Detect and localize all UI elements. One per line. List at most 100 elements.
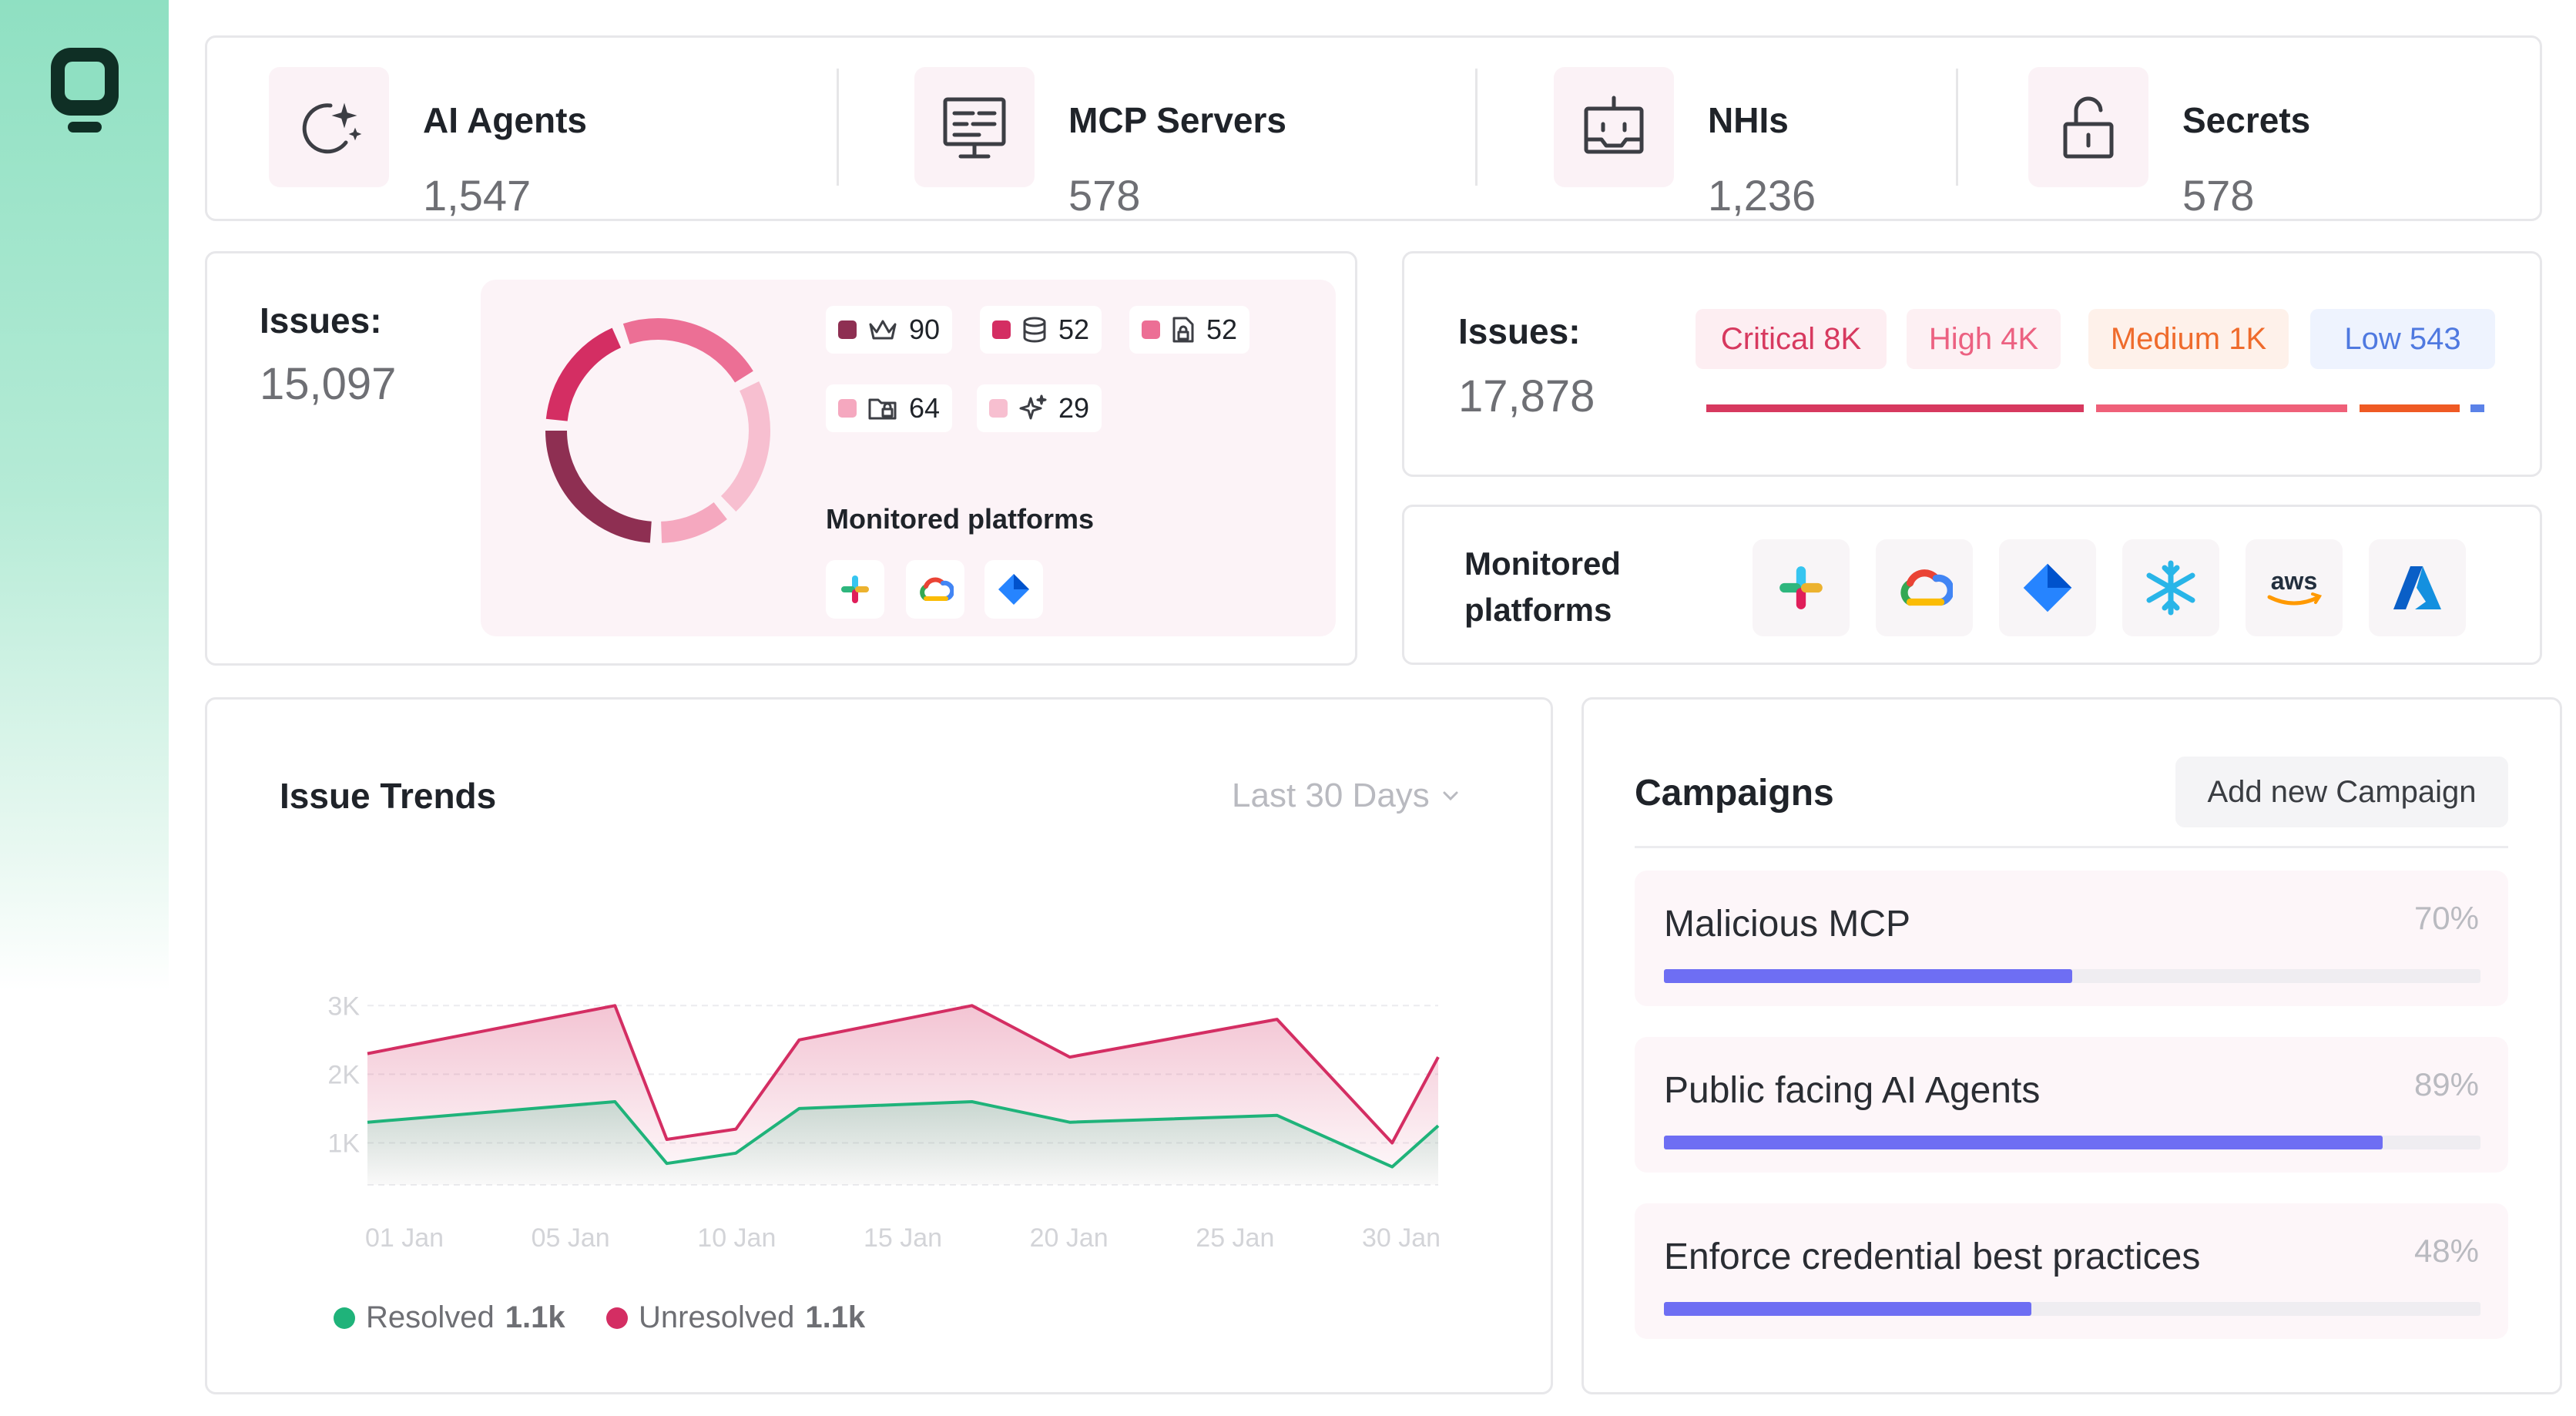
area-resolved (367, 1102, 1438, 1185)
aws-icon[interactable]: aws (2246, 539, 2343, 636)
stat-value: 1,547 (423, 171, 532, 220)
issues-label: Issues: (260, 300, 382, 341)
monitored-platforms-card: Monitored platforms aws (1402, 505, 2542, 665)
legend-dot-resolved (334, 1307, 355, 1329)
donut-segment-0[interactable] (545, 327, 622, 422)
issue-trends-card: Issue Trends Last 30 Days 3K 2K 1K 01 Jan 05… (205, 697, 1553, 1394)
issues-label: Issues: (1458, 311, 1581, 351)
stat-label: Secrets (2182, 100, 2311, 140)
issues-value: 17,878 (1458, 371, 1595, 421)
sidebar (0, 0, 169, 1416)
campaign-progress-track (1664, 969, 2480, 983)
issue-trends-title: Issue Trends (280, 776, 497, 816)
google-cloud-icon[interactable] (906, 560, 964, 619)
x-tick-label: 25 Jan (1196, 1223, 1274, 1253)
legend-chip[interactable]: 52 (1129, 306, 1250, 354)
severity-bar-high (2096, 404, 2347, 412)
robot-icon (1554, 67, 1674, 187)
legend-chip[interactable]: 52 (980, 306, 1102, 354)
x-tick-label: 01 Jan (365, 1223, 444, 1253)
donut-segment-1[interactable] (622, 318, 753, 383)
stat-label: NHIs (1708, 100, 1789, 140)
donut-segment-4[interactable] (545, 430, 652, 543)
add-campaign-button[interactable]: Add new Campaign (2175, 757, 2508, 827)
campaign-item[interactable]: Malicious MCP 70% (1635, 871, 2508, 1006)
legend-value: 90 (909, 314, 941, 345)
severity-bar-medium (2360, 404, 2460, 412)
legend-resolved[interactable]: Resolved 1.1k (334, 1300, 565, 1335)
sparkle-icon (1019, 394, 1047, 420)
divider (837, 69, 839, 186)
legend-swatch (838, 399, 857, 418)
legend-value: 1.1k (505, 1300, 565, 1334)
monitored-platforms-label: Monitored platforms (1464, 541, 1621, 633)
label-line: Monitored (1464, 545, 1621, 582)
x-tick-label: 30 Jan (1362, 1223, 1441, 1253)
donut-segment-3[interactable] (660, 502, 727, 543)
donut-segment-2[interactable] (720, 381, 770, 512)
y-tick-label: 1K (327, 1129, 360, 1158)
stats-card: AI Agents 1,547 MCP Servers 578 NHI (205, 35, 2542, 221)
severity-badge-critical[interactable]: Critical 8K (1696, 309, 1887, 369)
slack-icon[interactable] (1753, 539, 1850, 636)
folder-lock-icon (868, 398, 897, 420)
series-line-resolved[interactable] (367, 1100, 1440, 1169)
series-line-unresolved[interactable] (367, 1004, 1440, 1145)
legend-chip[interactable]: 29 (977, 384, 1102, 432)
y-tick-label: 2K (327, 1060, 360, 1089)
severity-badge-high[interactable]: High 4K (1907, 309, 2061, 369)
google-cloud-icon[interactable] (1876, 539, 1973, 636)
server-icon (914, 67, 1035, 187)
severity-badge-medium[interactable]: Medium 1K (2088, 309, 2289, 369)
snowflake-icon[interactable] (2122, 539, 2219, 636)
issues-value: 15,097 (260, 359, 397, 409)
severity-badge-low[interactable]: Low 543 (2310, 309, 2495, 369)
stat-value: 578 (2182, 171, 2255, 220)
monitored-platforms-label: Monitored platforms (826, 503, 1094, 535)
campaign-progress-fill (1664, 1136, 2383, 1149)
issues-breakdown-card: Issues: 15,097 90 52 52 64 29 Mon (205, 251, 1357, 666)
label-line: platforms (1464, 592, 1612, 628)
jira-icon[interactable] (1999, 539, 2096, 636)
x-tick-label: 15 Jan (864, 1223, 942, 1253)
campaign-progress-fill (1664, 969, 2072, 983)
stat-value: 1,236 (1708, 171, 1816, 220)
stat-label: AI Agents (423, 100, 587, 140)
legend-value: 1.1k (805, 1300, 866, 1334)
issue-trends-chart: 3K 2K 1K 01 Jan 05 Jan 10 Jan 15 Jan 20 Jan 25 J… (327, 992, 1441, 1253)
issues-donut-chart (545, 318, 770, 543)
campaign-name: Enforce credential best practices (1664, 1236, 2201, 1277)
date-range-value: Last 30 Days (1232, 777, 1430, 814)
campaign-percent: 70% (2413, 900, 2479, 936)
campaign-item[interactable]: Enforce credential best practices 48% (1635, 1203, 2508, 1339)
legend-value: 52 (1058, 314, 1090, 345)
campaign-item[interactable]: Public facing AI Agents 89% (1635, 1037, 2508, 1173)
campaign-progress-track (1664, 1302, 2480, 1316)
x-tick-label: 10 Jan (697, 1223, 776, 1253)
issues-severity-card: Issues: 17,878 Critical 8K High 4K Mediu… (1402, 251, 2542, 477)
chevron-down-icon (1443, 791, 1458, 801)
legend-value: 29 (1058, 392, 1090, 424)
unlock-icon (2028, 67, 2148, 187)
legend-unresolved[interactable]: Unresolved 1.1k (606, 1300, 865, 1335)
app-logo[interactable] (48, 45, 122, 140)
database-icon (1023, 317, 1046, 343)
legend-chip[interactable]: 64 (826, 384, 953, 432)
jira-icon[interactable] (984, 560, 1043, 619)
legend-chip[interactable]: 90 (826, 306, 953, 354)
campaigns-title: Campaigns (1635, 773, 1834, 814)
crown-icon (869, 320, 897, 340)
file-lock-icon (1172, 317, 1194, 343)
slack-icon[interactable] (826, 560, 884, 619)
campaign-percent: 48% (2413, 1233, 2479, 1269)
date-range-dropdown[interactable]: Last 30 Days (1232, 777, 1459, 815)
legend-swatch (989, 399, 1008, 418)
campaign-progress-track (1664, 1136, 2480, 1149)
legend-value: 52 (1206, 314, 1238, 345)
divider (1635, 846, 2508, 848)
issues-breakdown-panel: 90 52 52 64 29 Monitored platforms (481, 280, 1336, 636)
legend-dot-unresolved (606, 1307, 628, 1329)
azure-icon[interactable] (2369, 539, 2466, 636)
campaign-percent: 89% (2413, 1066, 2479, 1102)
stat-value: 578 (1068, 171, 1141, 220)
